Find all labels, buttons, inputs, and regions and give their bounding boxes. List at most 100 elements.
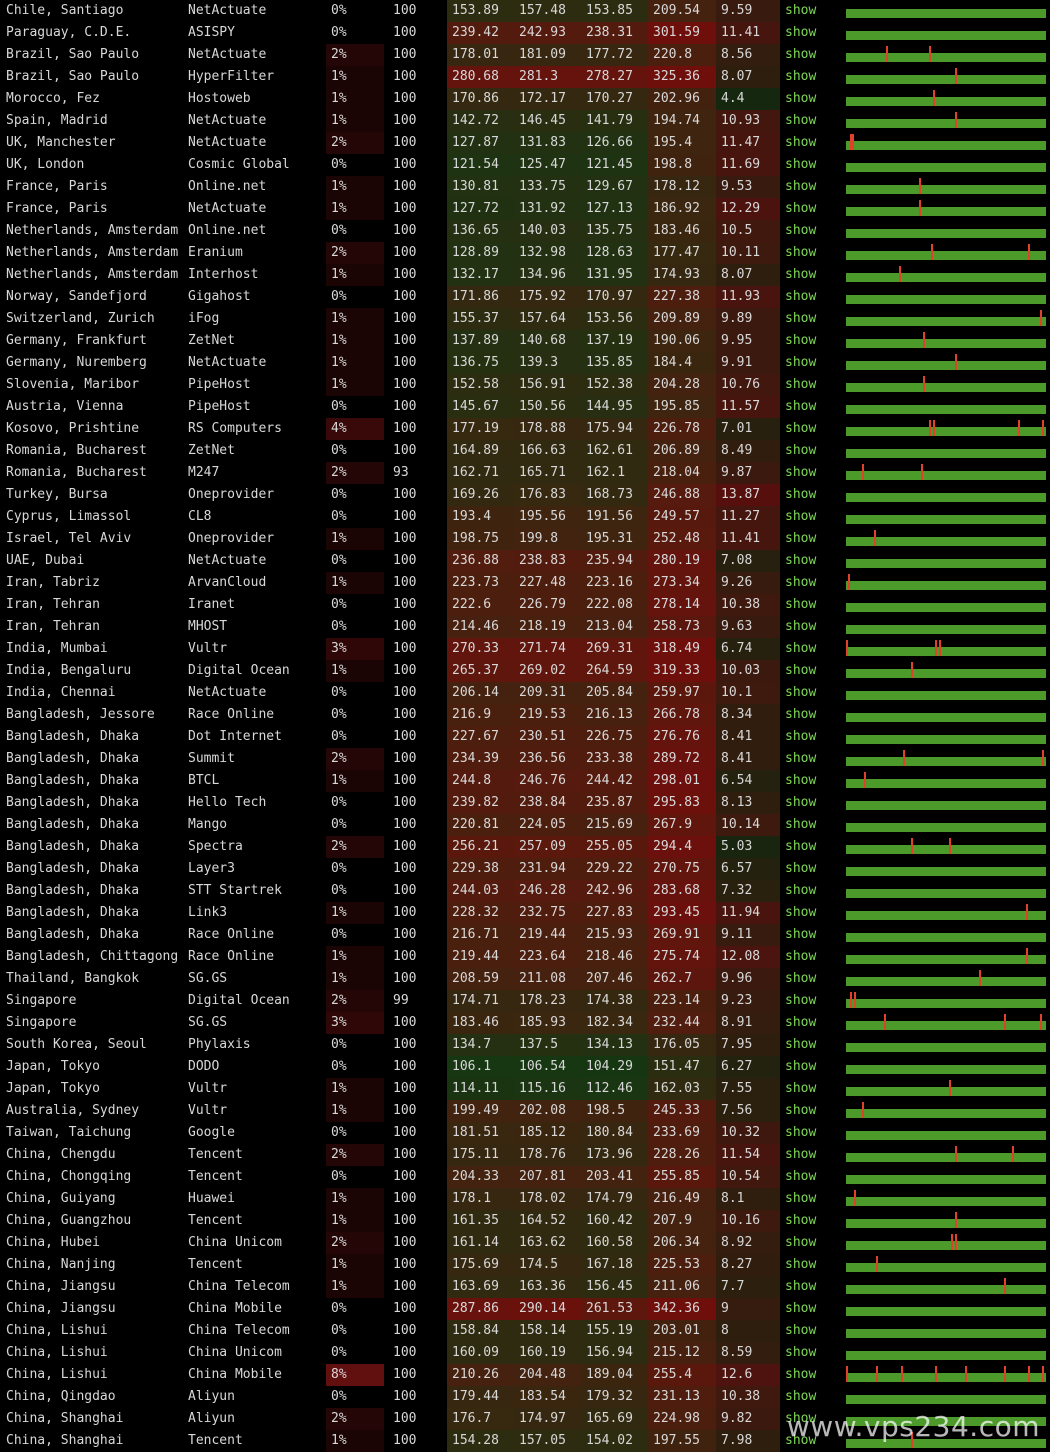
show-link[interactable]: show [785,399,817,414]
show-link[interactable]: show [785,905,817,920]
show-link[interactable]: show [785,421,817,436]
show-link[interactable]: show [785,179,817,194]
show-link[interactable]: show [785,949,817,964]
show-link[interactable]: show [785,861,817,876]
show-link[interactable]: show [785,1081,817,1096]
show-link[interactable]: show [785,113,817,128]
show-link[interactable]: show [785,1169,817,1184]
stdev-cell: 10.38 [716,1386,780,1408]
show-link[interactable]: show [785,333,817,348]
show-link[interactable]: show [785,465,817,480]
show-link[interactable]: show [785,1257,817,1272]
show-link[interactable]: show [785,773,817,788]
show-link[interactable]: show [785,91,817,106]
show-link[interactable]: show [785,729,817,744]
show-link[interactable]: show [785,1015,817,1030]
loss-cell: 2% [326,132,384,154]
show-link[interactable]: show [785,157,817,172]
latency-graph [846,927,1046,943]
show-link[interactable]: show [785,201,817,216]
show-link[interactable]: show [785,1301,817,1316]
last-cell: 171.86 [447,286,514,308]
show-link[interactable]: show [785,1147,817,1162]
show-link[interactable]: show [785,47,817,62]
provider-cell: China Mobile [188,1301,282,1316]
show-link[interactable]: show [785,553,817,568]
show-link[interactable]: show [785,1323,817,1338]
last-cell: 204.33 [447,1166,514,1188]
show-link[interactable]: show [785,355,817,370]
loss-cell: 4% [326,418,384,440]
table-row: Bangladesh, Jessore Race Online 0% 100 216.9… [0,704,1050,726]
stdev-cell: 9.89 [716,308,780,330]
show-link[interactable]: show [785,1103,817,1118]
show-link[interactable]: show [785,1213,817,1228]
sent-cell: 100 [393,1323,417,1338]
show-link[interactable]: show [785,69,817,84]
show-link[interactable]: show [785,751,817,766]
show-link[interactable]: show [785,1389,817,1404]
worst-cell: 294.4 [648,836,716,858]
show-link[interactable]: show [785,839,817,854]
loss-spike [950,1234,953,1250]
show-link[interactable]: show [785,707,817,722]
show-link[interactable]: show [785,1433,817,1448]
show-link[interactable]: show [785,1059,817,1074]
show-link[interactable]: show [785,1235,817,1250]
show-link[interactable]: show [785,795,817,810]
show-link[interactable]: show [785,1125,817,1140]
show-link[interactable]: show [785,971,817,986]
show-link[interactable]: show [785,135,817,150]
show-link[interactable]: show [785,245,817,260]
loss-cell: 1% [326,88,384,110]
show-link[interactable]: show [785,883,817,898]
graph-bar [846,1329,1046,1338]
graph-bar [846,1043,1046,1052]
show-link[interactable]: show [785,641,817,656]
show-link[interactable]: show [785,443,817,458]
graph-bar [846,1285,1046,1294]
show-link[interactable]: show [785,1367,817,1382]
show-link[interactable]: show [785,575,817,590]
show-link[interactable]: show [785,1345,817,1360]
provider-cell: China Telecom [188,1279,290,1294]
stdev-cell: 8.41 [716,726,780,748]
show-link[interactable]: show [785,1279,817,1294]
show-link[interactable]: show [785,927,817,942]
show-link[interactable]: show [785,685,817,700]
show-link[interactable]: show [785,311,817,326]
table-row: Romania, Bucharest ZetNet 0% 100 164.89 166.6… [0,440,1050,462]
graph-bar [846,317,1046,326]
show-link[interactable]: show [785,1037,817,1052]
loss-spike [873,530,876,546]
show-link[interactable]: show [785,487,817,502]
stdev-cell: 9.87 [716,462,780,484]
show-link[interactable]: show [785,289,817,304]
worst-cell: 204.28 [648,374,716,396]
show-link[interactable]: show [785,509,817,524]
loss-cell: 1% [326,572,384,594]
show-link[interactable]: show [785,993,817,1008]
show-link[interactable]: show [785,267,817,282]
show-link[interactable]: show [785,663,817,678]
show-link[interactable]: show [785,377,817,392]
provider-cell: HyperFilter [188,69,275,84]
avg-cell: 163.62 [514,1232,581,1254]
show-link[interactable]: show [785,25,817,40]
show-link[interactable]: show [785,223,817,238]
avg-cell: 164.52 [514,1210,581,1232]
sent-cell: 100 [393,707,417,722]
table-row: France, Paris NetActuate 1% 100 127.72 131.92… [0,198,1050,220]
loss-spike [921,464,924,480]
show-link[interactable]: show [785,1411,817,1426]
show-link[interactable]: show [785,817,817,832]
location-cell: Israel, Tel Aviv [6,531,132,546]
show-link[interactable]: show [785,3,817,18]
show-link[interactable]: show [785,597,817,612]
provider-cell: SG.GS [188,1015,228,1030]
avg-cell: 223.64 [514,946,581,968]
show-link[interactable]: show [785,619,817,634]
show-link[interactable]: show [785,1191,817,1206]
worst-cell: 226.78 [648,418,716,440]
show-link[interactable]: show [785,531,817,546]
